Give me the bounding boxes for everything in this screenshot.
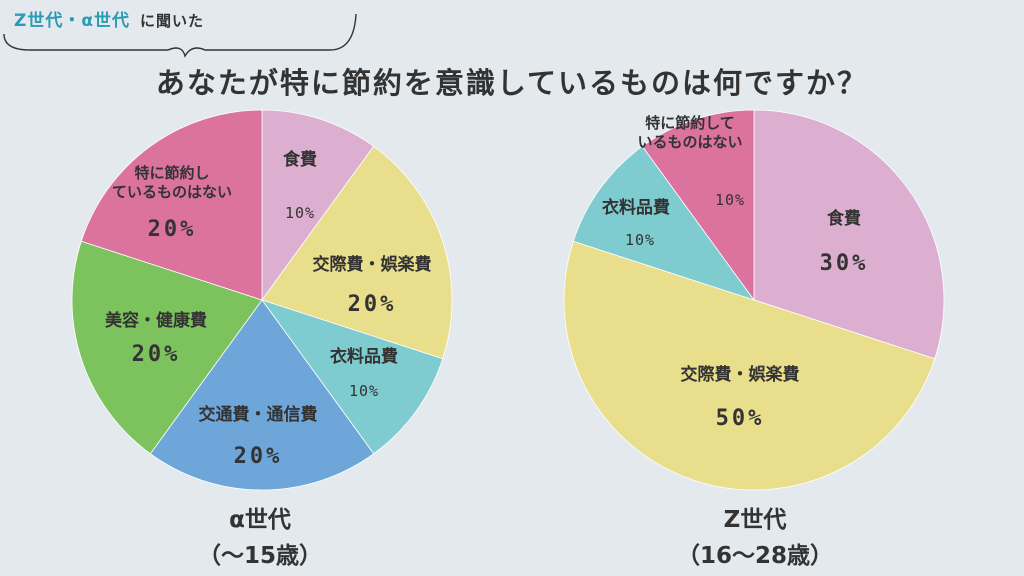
- slice-percent: 10%: [715, 191, 745, 209]
- slice-percent: 20%: [148, 217, 197, 242]
- survey-tag: Z世代・α世代 に聞いた: [14, 6, 204, 31]
- pie-slice: [753, 109, 945, 360]
- generations-label: Z世代・α世代: [14, 11, 131, 31]
- slice-label: 食費: [827, 208, 861, 229]
- slice-percent: 10%: [625, 231, 655, 249]
- slice-label: 食費: [283, 149, 317, 170]
- pie-slice: [641, 109, 755, 302]
- slice-label: 特に節約して: [645, 114, 735, 132]
- slice-percent: 50%: [716, 406, 765, 431]
- z-group-label: Z世代: [723, 507, 787, 533]
- pie-slice: [261, 145, 453, 360]
- slice-percent: 30%: [820, 251, 869, 276]
- tag-underline: [3, 13, 357, 58]
- z-age-label: （16〜28歳）: [676, 543, 833, 569]
- alpha-age-label: （〜15歳）: [197, 543, 322, 569]
- slice-percent: 10%: [349, 382, 379, 400]
- slice-label: ているものはない: [112, 183, 232, 201]
- slice-label: 美容・健康費: [105, 310, 207, 331]
- slice-percent: 20%: [132, 342, 181, 367]
- pie-slice: [80, 109, 263, 301]
- pie-slice: [260, 299, 444, 455]
- slice-label: 特に節約し: [134, 164, 209, 182]
- slice-label: 交通費・通信費: [199, 404, 318, 425]
- slice-percent: 10%: [285, 204, 315, 222]
- alpha-pie: 食費 10% 交際費・娯楽費 20% 衣料品費 10% 交通費・通信費 20% 美容・健康費 20…: [71, 109, 453, 491]
- slice-label: 衣料品費: [330, 346, 398, 367]
- slice-label: 交際費・娯楽費: [681, 364, 800, 385]
- page-title: あなたが特に節約を意識しているものは何ですか？: [155, 66, 869, 100]
- alpha-group-label: α世代: [229, 507, 291, 533]
- z-caption: Z世代 （16〜28歳）: [650, 502, 860, 574]
- pie-slice: [261, 109, 375, 302]
- pie-slice: [572, 145, 756, 301]
- pie-slice: [563, 240, 936, 491]
- slice-label: 交際費・娯楽費: [313, 254, 432, 275]
- pie-slice: [71, 240, 263, 455]
- asked-label: に聞いた: [140, 12, 205, 30]
- slice-label: 衣料品費: [602, 197, 670, 218]
- slice-label: いるものはない: [637, 133, 742, 151]
- slice-percent: 20%: [234, 444, 283, 469]
- pie-slice: [149, 299, 375, 491]
- slice-percent: 20%: [348, 292, 397, 317]
- alpha-caption: α世代 （〜15歳）: [160, 502, 360, 574]
